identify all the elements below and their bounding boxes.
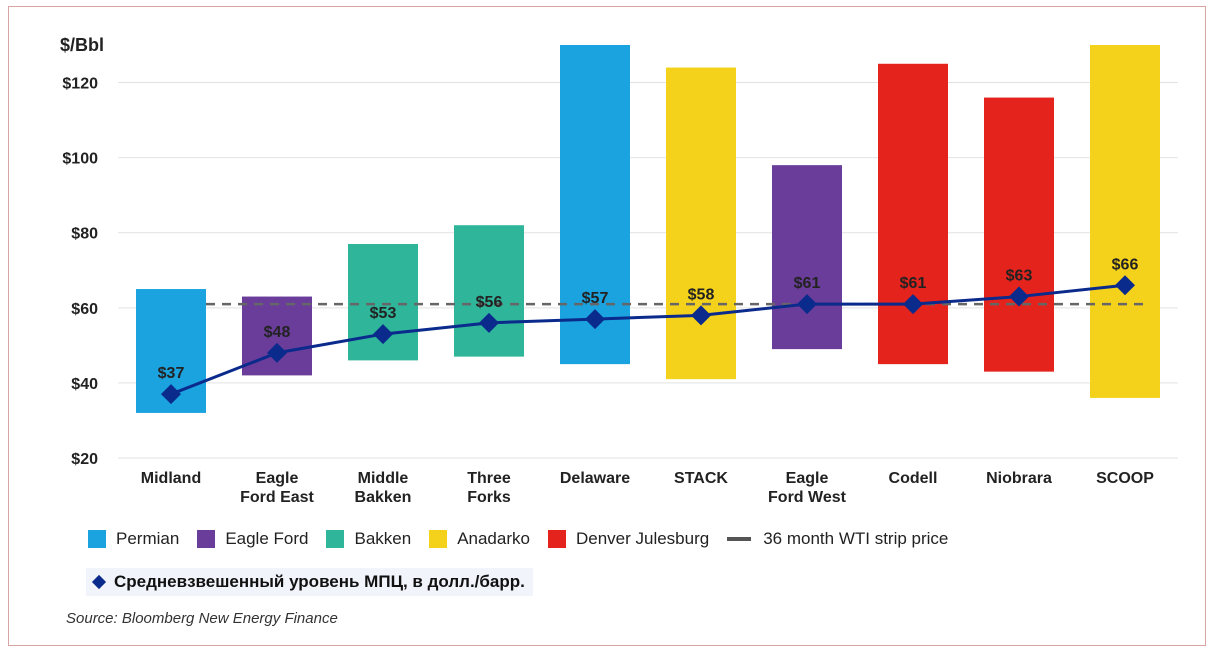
legend-swatch-eagle-ford: [197, 530, 216, 548]
data-label: $61: [900, 275, 927, 292]
range-bar: [772, 165, 842, 350]
legend-swatch-anadarko: [429, 530, 448, 548]
y-tick-label: $100: [62, 151, 98, 168]
breakeven-point: [903, 294, 923, 315]
range-bar: [1090, 45, 1160, 398]
range-bar: [878, 63, 948, 365]
breakeven-point: [691, 305, 711, 326]
y-tick-label: $60: [71, 301, 98, 318]
x-tick-label: Midland: [141, 470, 201, 487]
data-label: $56: [476, 294, 503, 311]
x-tick-label: Codell: [889, 470, 938, 487]
breakeven-point: [585, 309, 605, 330]
y-tick-label: $40: [71, 376, 98, 393]
x-tick-label: SCOOP: [1096, 470, 1154, 487]
data-label: $53: [370, 305, 397, 322]
legend-wti-strip: 36 month WTI strip price: [727, 529, 948, 549]
x-tick-label: Niobrara: [986, 470, 1052, 487]
x-tick-label: Delaware: [560, 470, 630, 487]
diamond-marker-icon: [91, 574, 107, 590]
x-tick-label: Eagle Ford West: [768, 470, 847, 506]
breakeven-point: [267, 342, 287, 363]
data-label: $63: [1006, 268, 1033, 285]
breakeven-chart: $/Bbl $20 $40 $60 $80 $100 $120 Midland Eagle F…: [60, 35, 1178, 506]
legend-bakken: Bakken: [326, 529, 411, 549]
breakeven-point: [161, 384, 181, 405]
y-tick-label: $20: [71, 451, 98, 468]
legend-eagle-ford: Eagle Ford: [197, 529, 308, 549]
legend-label-wti: 36 month WTI strip price: [763, 529, 949, 548]
legend-denver-julesburg: Denver Julesburg: [547, 529, 710, 549]
legend-dash-wti: [727, 537, 752, 541]
y-tick-label: $80: [71, 226, 98, 243]
legend-label-anadarko: Anadarko: [457, 529, 530, 548]
legend-label-bakken: Bakken: [354, 529, 412, 548]
legend-swatch-permian: [88, 530, 106, 548]
data-label: $37: [158, 365, 185, 382]
x-tick-label: STACK: [674, 470, 728, 487]
breakeven-point: [797, 294, 817, 315]
y-axis-label: $/Bbl: [60, 35, 104, 55]
series-legend-note: Средневзвешенный уровень МПЦ, в долл./ба…: [86, 568, 533, 596]
breakeven-point: [1009, 286, 1029, 307]
range-bar: [666, 67, 736, 380]
source-caption: Source: Bloomberg New Energy Finance: [66, 610, 338, 627]
range-bar: [984, 97, 1054, 372]
data-label: $48: [264, 324, 291, 341]
legend-label-denver-julesburg: Denver Julesburg: [575, 529, 710, 548]
y-tick-label: $120: [62, 76, 98, 93]
legend-label-eagle-ford: Eagle Ford: [225, 529, 309, 548]
chart-legend: Permian Eagle Ford Bakken Anadarko Denve…: [88, 528, 966, 550]
breakeven-line: [170, 283, 1126, 396]
series-legend-label: Средневзвешенный уровень МПЦ, в долл./ба…: [114, 572, 525, 591]
breakeven-point: [479, 312, 499, 333]
breakeven-point: [1115, 275, 1135, 296]
x-tick-label: Eagle Ford East: [240, 470, 314, 506]
legend-label-permian: Permian: [116, 529, 180, 548]
data-label: $61: [794, 275, 821, 292]
range-bar: [454, 225, 524, 357]
breakeven-point: [373, 324, 393, 345]
x-tick-label: Three Forks: [467, 470, 511, 506]
legend-permian: Permian: [88, 529, 179, 549]
legend-swatch-denver-julesburg: [547, 530, 566, 548]
legend-swatch-bakken: [326, 530, 345, 548]
x-tick-label: Middle Bakken: [355, 470, 412, 506]
data-label: $58: [688, 286, 715, 303]
data-label: $66: [1112, 256, 1139, 273]
data-label: $57: [582, 290, 609, 307]
legend-anadarko: Anadarko: [429, 529, 530, 549]
